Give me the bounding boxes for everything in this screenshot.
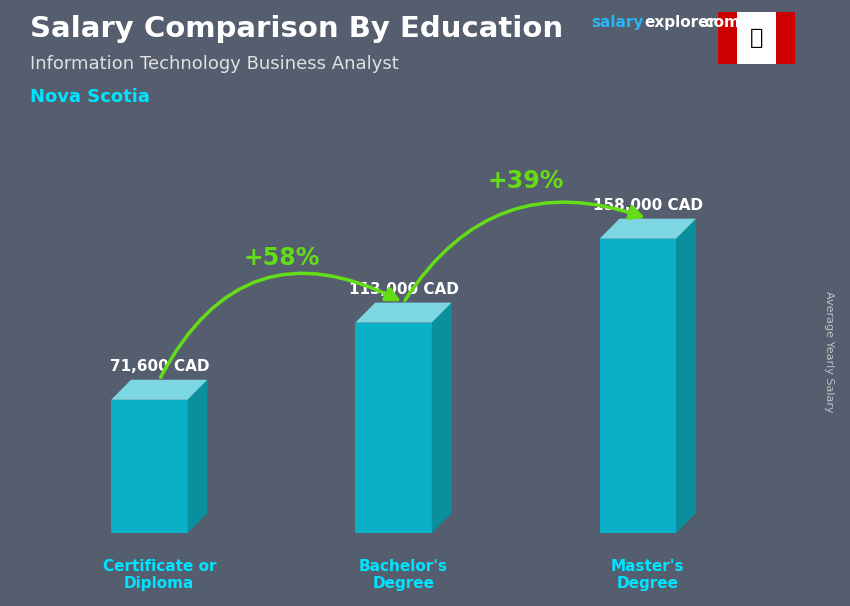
Text: 113,000 CAD: 113,000 CAD [348,282,458,297]
Bar [775,12,795,64]
Bar [718,12,737,64]
Text: Master's
Degree: Master's Degree [611,559,684,591]
Bar [355,322,432,533]
Text: 158,000 CAD: 158,000 CAD [592,198,703,213]
Bar [737,12,775,64]
Text: salary: salary [591,15,643,30]
Text: .com: .com [700,15,740,30]
Polygon shape [676,219,696,533]
Text: +58%: +58% [243,246,320,270]
Text: 71,600 CAD: 71,600 CAD [110,359,209,375]
Polygon shape [432,302,451,533]
Polygon shape [600,219,696,239]
Text: Nova Scotia: Nova Scotia [30,88,150,106]
Text: Information Technology Business Analyst: Information Technology Business Analyst [30,55,399,73]
Bar [111,400,188,533]
Text: +39%: +39% [487,168,564,193]
Polygon shape [111,380,207,400]
Bar [600,239,676,533]
Text: Bachelor's
Degree: Bachelor's Degree [359,559,448,591]
Text: Average Yearly Salary: Average Yearly Salary [824,291,834,412]
Text: explorer: explorer [644,15,717,30]
Text: Certificate or
Diploma: Certificate or Diploma [103,559,216,591]
Text: 🍁: 🍁 [750,28,763,48]
Polygon shape [188,380,207,533]
Polygon shape [355,302,451,322]
Text: Salary Comparison By Education: Salary Comparison By Education [30,15,563,43]
